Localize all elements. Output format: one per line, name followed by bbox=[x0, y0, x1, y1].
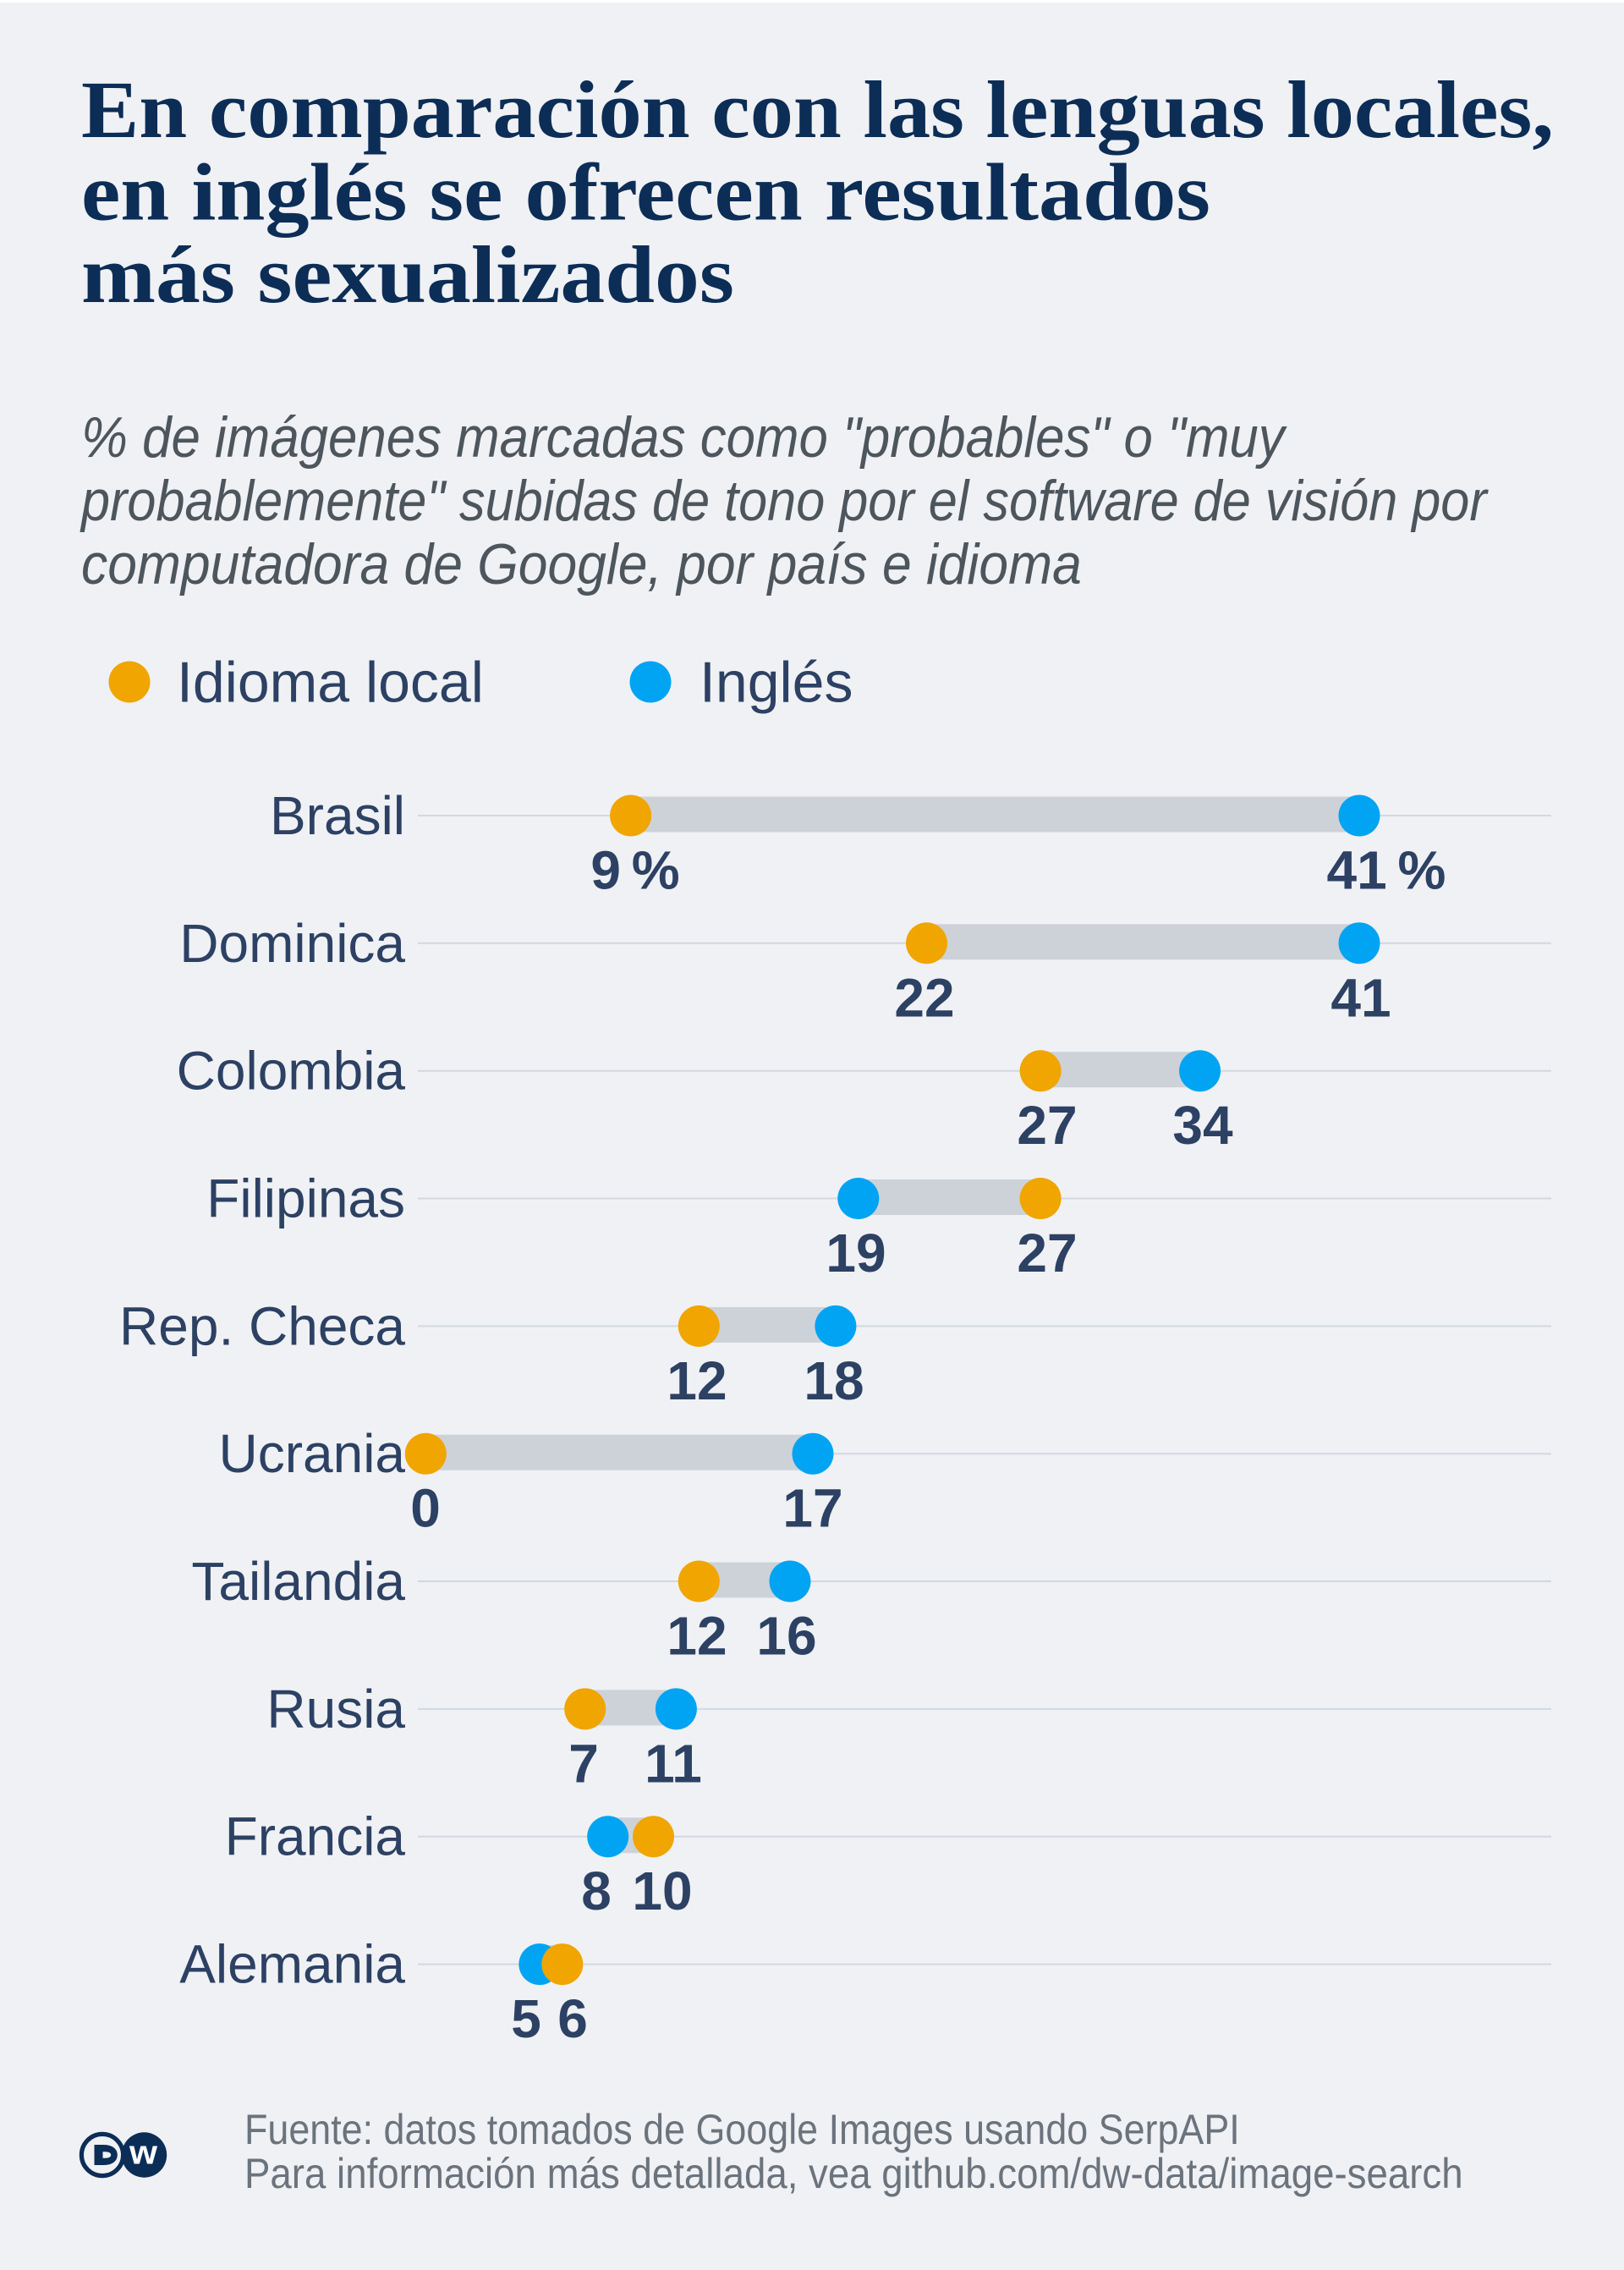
svg-text:27: 27 bbox=[1017, 1223, 1077, 1283]
svg-text:computadora de Google, por paí: computadora de Google, por país e idioma bbox=[81, 532, 1082, 596]
svg-text:41 %: 41 % bbox=[1327, 840, 1446, 901]
svg-text:11: 11 bbox=[645, 1733, 702, 1794]
svg-text:17: 17 bbox=[782, 1478, 842, 1539]
svg-text:18: 18 bbox=[804, 1350, 864, 1411]
svg-text:más sexualizados: más sexualizados bbox=[81, 229, 734, 320]
svg-text:Brasil: Brasil bbox=[270, 785, 405, 846]
svg-text:10: 10 bbox=[632, 1861, 692, 1921]
svg-text:Rusia: Rusia bbox=[266, 1679, 405, 1740]
svg-text:8: 8 bbox=[581, 1861, 612, 1921]
svg-text:Dominica: Dominica bbox=[179, 913, 405, 974]
svg-text:5: 5 bbox=[511, 1988, 541, 2049]
svg-text:6: 6 bbox=[557, 1988, 588, 2049]
svg-text:Alemania: Alemania bbox=[179, 1934, 405, 1995]
svg-text:Para información más detallada: Para información más detallada, vea gith… bbox=[244, 2151, 1463, 2197]
svg-text:12: 12 bbox=[667, 1350, 727, 1411]
svg-text:Filipinas: Filipinas bbox=[206, 1168, 405, 1229]
svg-text:Rep. Checa: Rep. Checa bbox=[119, 1295, 405, 1356]
svg-text:19: 19 bbox=[826, 1223, 886, 1283]
svg-text:Francia: Francia bbox=[225, 1806, 406, 1867]
svg-text:0: 0 bbox=[410, 1478, 441, 1539]
svg-text:probablemente" subidas de tono: probablemente" subidas de tono por el so… bbox=[80, 468, 1489, 533]
svg-text:12: 12 bbox=[667, 1606, 727, 1667]
svg-text:Inglés: Inglés bbox=[700, 651, 853, 715]
svg-text:22: 22 bbox=[894, 967, 954, 1028]
svg-text:27: 27 bbox=[1017, 1095, 1077, 1156]
svg-text:Ucrania: Ucrania bbox=[218, 1423, 405, 1484]
svg-text:Colombia: Colombia bbox=[177, 1041, 406, 1102]
svg-text:Tailandia: Tailandia bbox=[191, 1551, 405, 1612]
svg-text:En comparación con las lenguas: En comparación con las lenguas locales, bbox=[81, 66, 1554, 155]
svg-text:41: 41 bbox=[1330, 967, 1391, 1028]
svg-text:w: w bbox=[129, 2135, 158, 2172]
svg-text:34: 34 bbox=[1172, 1095, 1233, 1156]
svg-text:Fuente: datos tomados de Googl: Fuente: datos tomados de Google Images u… bbox=[244, 2107, 1240, 2154]
svg-text:Idioma local: Idioma local bbox=[177, 651, 484, 715]
svg-text:16: 16 bbox=[756, 1606, 816, 1667]
svg-text:en inglés se ofrecen resultado: en inglés se ofrecen resultados bbox=[81, 147, 1210, 237]
svg-text:7: 7 bbox=[568, 1733, 599, 1794]
svg-text:% de imágenes marcadas como "p: % de imágenes marcadas como "probables" … bbox=[81, 404, 1287, 469]
svg-text:9 %: 9 % bbox=[590, 840, 679, 901]
